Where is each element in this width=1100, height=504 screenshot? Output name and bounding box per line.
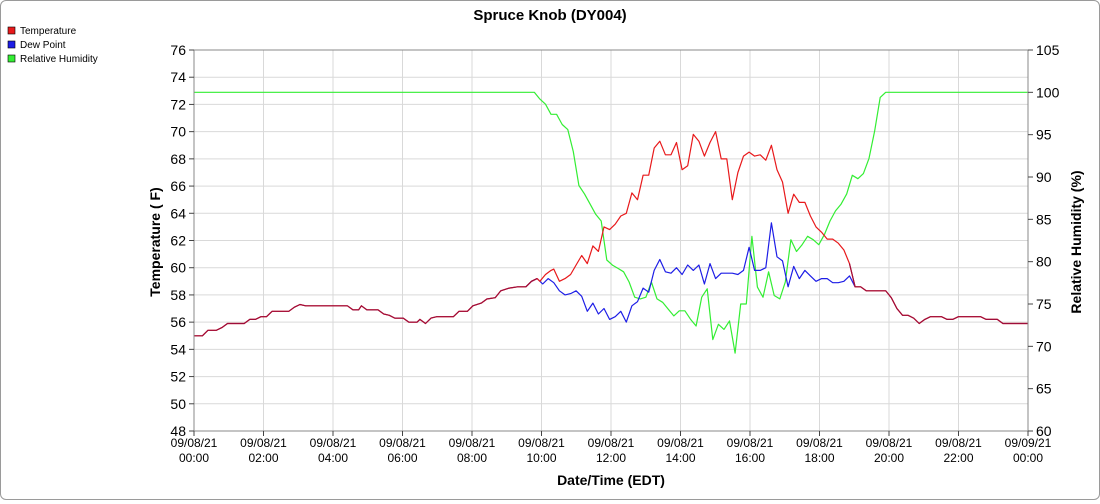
dew-point-line [525, 222, 856, 323]
legend-label: Relative Humidity [20, 54, 98, 65]
x-tick-label-time: 14:00 [665, 451, 695, 465]
x-tick-label-time: 16:00 [735, 451, 765, 465]
x-tick-label-time: 06:00 [387, 451, 417, 465]
overlap-line [848, 263, 1028, 325]
x-axis: 09/08/2100:0009/08/2102:0009/08/2104:000… [171, 431, 1052, 465]
legend-swatch [7, 26, 16, 35]
y-tick-label: 50 [170, 396, 186, 412]
relative-humidity-line [194, 91, 1028, 354]
legend-swatch [7, 40, 16, 49]
y2-tick-label: 65 [1036, 381, 1052, 397]
y2-tick-label: 85 [1036, 211, 1052, 227]
y-tick-label: 72 [170, 96, 186, 112]
x-tick-label-time: 10:00 [526, 451, 556, 465]
y-axis-right: 60 65 70 75 80 85 90 95 100 105 [1028, 42, 1060, 439]
y2-tick-label: 105 [1036, 42, 1060, 58]
x-tick-label-time: 18:00 [804, 451, 834, 465]
y-tick-label: 52 [170, 369, 186, 385]
x-tick-label-time: 02:00 [248, 451, 278, 465]
y-tick-label: 64 [170, 205, 186, 221]
x-tick-label-time: 12:00 [596, 451, 626, 465]
x-tick-label-time: 00:00 [179, 451, 209, 465]
x-axis-label: Date/Time (EDT) [557, 472, 665, 488]
y-tick-label: 56 [170, 314, 186, 330]
y-axis-left: 48 50 52 54 56 58 60 62 64 66 68 70 72 74 76 [170, 42, 194, 439]
y2-tick-label: 95 [1036, 127, 1052, 143]
y-axis-label: Temperature ( F) [147, 187, 163, 296]
series-layer [194, 91, 1028, 354]
x-tick-label-date: 09/08/21 [518, 436, 565, 450]
y2-tick-label: 60 [1036, 423, 1052, 439]
y-tick-label: 54 [170, 341, 186, 357]
overlap-line [194, 278, 538, 337]
y-tick-label: 48 [170, 423, 186, 439]
x-tick-label-date: 09/08/21 [379, 436, 426, 450]
y-tick-label: 62 [170, 233, 186, 249]
y-tick-label: 68 [170, 151, 186, 167]
y2-tick-label: 90 [1036, 169, 1052, 185]
x-tick-label-date: 09/08/21 [935, 436, 982, 450]
x-tick-label-date: 09/08/21 [796, 436, 843, 450]
x-tick-label-date: 09/08/21 [866, 436, 913, 450]
y-tick-label: 74 [170, 69, 186, 85]
y2-axis-label: Relative Humidity (%) [1068, 170, 1084, 313]
x-tick-label-date: 09/08/21 [449, 436, 496, 450]
x-tick-label-date: 09/08/21 [240, 436, 287, 450]
y-tick-label: 60 [170, 260, 186, 276]
x-tick-label-time: 00:00 [1013, 451, 1043, 465]
y-tick-label: 70 [170, 124, 186, 140]
x-tick-label-time: 20:00 [874, 451, 904, 465]
legend-label: Temperature [20, 26, 77, 37]
x-tick-label-date: 09/08/21 [171, 436, 218, 450]
y2-tick-label: 80 [1036, 254, 1052, 270]
y-tick-label: 76 [170, 42, 186, 58]
x-tick-label-time: 22:00 [943, 451, 973, 465]
legend-label: Dew Point [20, 40, 66, 51]
y2-tick-label: 75 [1036, 296, 1052, 312]
x-tick-label-time: 04:00 [318, 451, 348, 465]
x-tick-label-date: 09/08/21 [588, 436, 635, 450]
x-tick-label-date: 09/09/21 [1005, 436, 1052, 450]
x-tick-label-date: 09/08/21 [310, 436, 357, 450]
x-tick-label-time: 08:00 [457, 451, 487, 465]
y-tick-label: 66 [170, 178, 186, 194]
y-tick-label: 58 [170, 287, 186, 303]
y2-tick-label: 70 [1036, 338, 1052, 354]
x-tick-label-date: 09/08/21 [657, 436, 704, 450]
y2-tick-label: 100 [1036, 84, 1060, 100]
legend: Temperature Dew Point Relative Humidity [7, 26, 98, 65]
chart-title: Spruce Knob (DY004) [473, 7, 626, 24]
x-tick-label-date: 09/08/21 [727, 436, 774, 450]
legend-swatch [7, 54, 16, 63]
